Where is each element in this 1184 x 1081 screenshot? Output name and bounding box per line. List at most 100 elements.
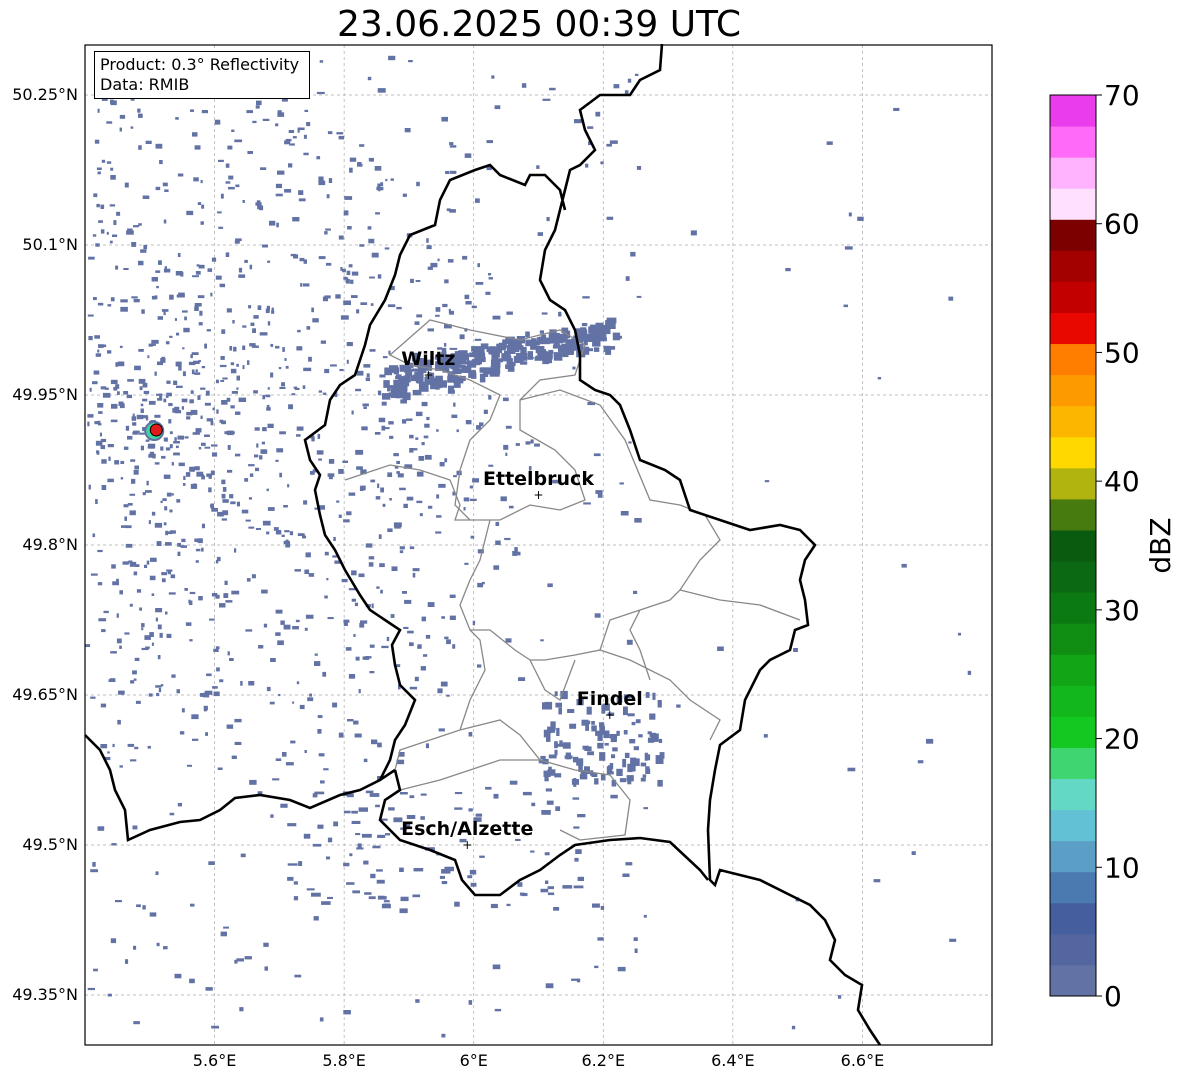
echo-cell — [278, 693, 281, 697]
echo-cell — [549, 329, 557, 337]
echo-cell — [318, 390, 323, 393]
echo-cell — [161, 572, 167, 576]
echo-cell — [97, 549, 103, 553]
echo-cell — [204, 434, 210, 437]
echo-cell — [468, 1000, 473, 1005]
echo-cell — [540, 339, 550, 345]
echo-cell — [399, 908, 408, 914]
echo-cell — [131, 296, 138, 299]
echo-cell — [368, 562, 374, 567]
echo-cell — [598, 328, 606, 336]
echo-cell — [619, 778, 627, 783]
echo-cell — [397, 473, 404, 478]
colorbar-segment — [1050, 436, 1096, 469]
echo-cell — [317, 434, 321, 439]
echo-cell — [166, 392, 172, 397]
echo-cell — [356, 466, 363, 470]
echo-cell — [582, 296, 590, 299]
colorbar-segment — [1050, 809, 1096, 842]
echo-cell — [311, 307, 314, 313]
echo-cell — [312, 318, 319, 323]
echo-cell — [200, 180, 203, 184]
echo-cell — [119, 114, 126, 119]
echo-cell — [336, 500, 340, 503]
echo-cell — [143, 244, 148, 250]
echo-cell — [379, 374, 386, 378]
echo-cell — [611, 754, 616, 759]
echo-cell — [304, 627, 308, 631]
echo-cell — [546, 733, 551, 742]
echo-cell — [506, 345, 514, 354]
echo-cell — [452, 644, 456, 649]
echo-cell — [448, 385, 455, 390]
echo-cell — [202, 692, 210, 698]
echo-cell — [144, 564, 148, 568]
echo-cell — [537, 349, 547, 357]
echo-cell — [917, 760, 924, 764]
echo-cell — [465, 301, 472, 305]
echo-cell — [121, 525, 127, 528]
echo-cell — [630, 757, 637, 767]
echo-cell — [791, 1025, 796, 1030]
echo-cell — [177, 253, 181, 257]
echo-cell — [332, 555, 337, 558]
echo-cell — [451, 358, 462, 365]
echo-cell — [206, 329, 211, 332]
echo-cell — [389, 498, 392, 501]
echo-cell — [197, 295, 205, 299]
echo-cell — [389, 285, 395, 291]
echo-cell — [269, 701, 275, 705]
echo-cell — [351, 820, 361, 824]
echo-cell — [474, 352, 480, 362]
echo-cell — [221, 493, 226, 499]
echo-cell — [127, 503, 133, 506]
echo-cell — [552, 479, 560, 484]
echo-cell — [266, 531, 270, 535]
echo-cell — [507, 340, 517, 349]
echo-cell — [87, 414, 94, 418]
echo-cell — [360, 302, 368, 305]
echo-cell — [477, 263, 480, 268]
colorbar-segment — [1050, 778, 1096, 811]
echo-cell — [306, 122, 311, 127]
echo-cell — [399, 364, 408, 372]
echo-cell — [100, 204, 105, 209]
echo-cell — [213, 648, 219, 652]
echo-cell — [562, 742, 571, 749]
echo-cell — [575, 849, 582, 854]
echo-cell — [118, 690, 125, 695]
city-marker: + — [423, 368, 433, 382]
echo-cell — [208, 476, 212, 479]
echo-cell — [227, 651, 230, 656]
echo-cell — [385, 833, 391, 836]
echo-cell — [133, 945, 137, 950]
echo-cell — [343, 1010, 351, 1015]
echo-cell — [327, 131, 333, 135]
echo-cell — [414, 676, 419, 682]
echo-cell — [239, 1007, 244, 1012]
echo-cell — [297, 129, 300, 133]
echo-cell — [138, 113, 143, 118]
echo-cell — [174, 318, 177, 321]
echo-cell — [469, 498, 477, 501]
echo-cell — [543, 729, 548, 738]
echo-cell — [318, 458, 322, 461]
echo-cell — [145, 490, 152, 493]
echo-cell — [403, 503, 408, 508]
echo-cell — [605, 320, 611, 328]
echo-cell — [149, 912, 157, 917]
echo-cell — [490, 365, 501, 374]
echo-cell — [374, 166, 382, 171]
echo-cell — [525, 441, 531, 445]
echo-cell — [591, 725, 597, 732]
echo-cell — [631, 763, 635, 768]
echo-cell — [255, 202, 262, 206]
echo-cell — [221, 329, 226, 334]
echo-cell — [553, 356, 563, 361]
echo-cell — [594, 965, 599, 969]
echo-cell — [132, 670, 137, 675]
echo-cell — [95, 499, 98, 504]
echo-cell — [206, 418, 213, 422]
echo-cell — [384, 247, 390, 250]
echo-cell — [438, 483, 446, 488]
